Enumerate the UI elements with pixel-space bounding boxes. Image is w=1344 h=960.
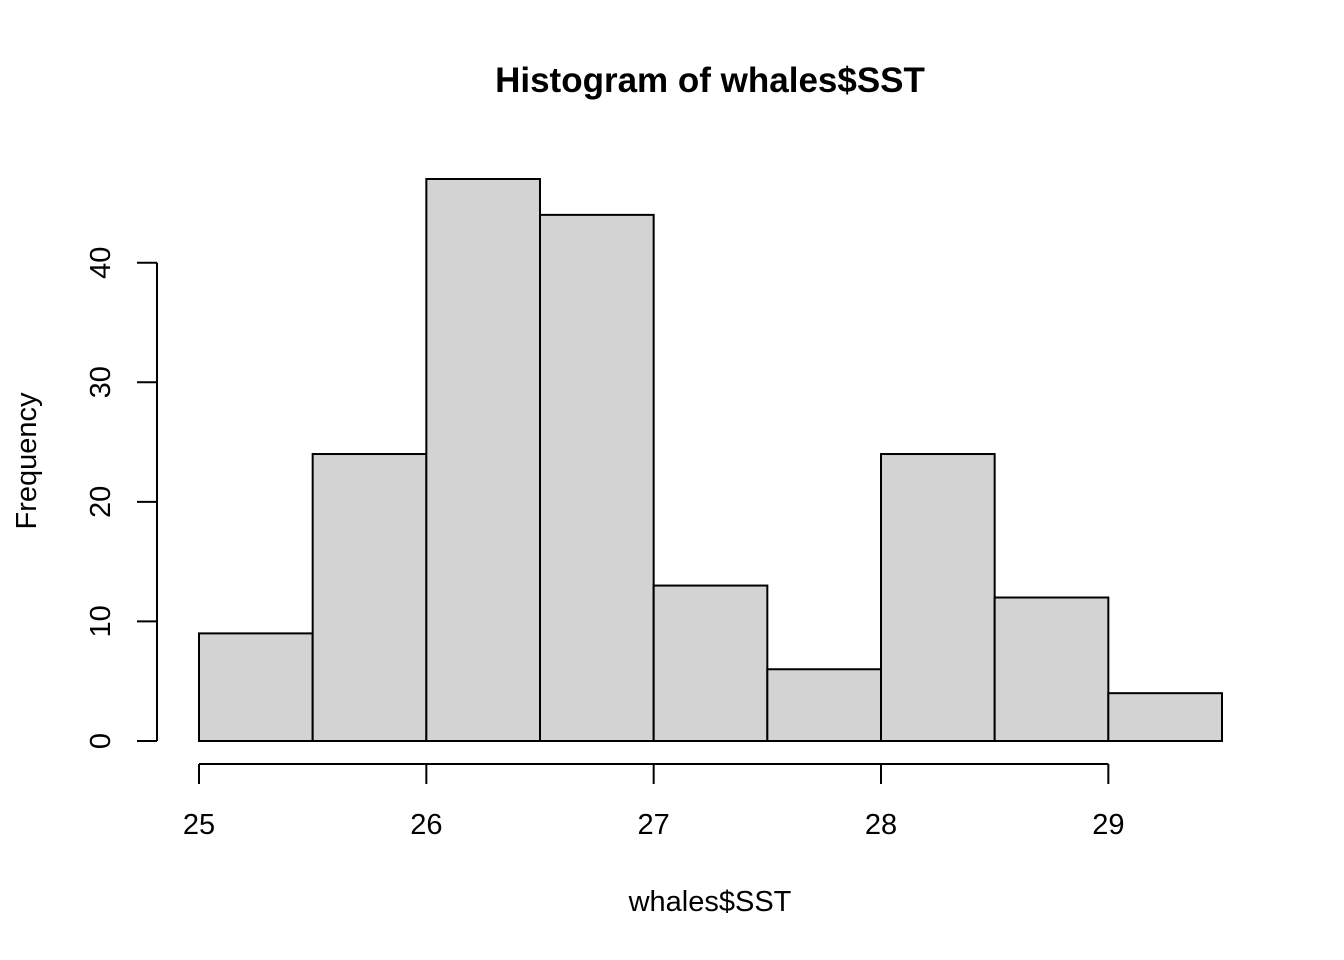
y-tick-label-40: 40	[85, 247, 117, 279]
histogram-bar-8	[1107, 692, 1224, 743]
histogram-bar-5	[766, 668, 882, 742]
y-axis: 0 10 20 30 40	[85, 247, 158, 749]
chart-title: Histogram of whales$SST	[495, 61, 925, 100]
y-tick-label-20: 20	[85, 486, 117, 518]
x-tick-label-28: 28	[865, 809, 897, 841]
y-tick-label-30: 30	[85, 366, 117, 398]
x-tick-label-26: 26	[410, 809, 442, 841]
y-axis-label: Frequency	[11, 392, 43, 530]
y-tick-label-0: 0	[85, 733, 117, 749]
y-tick-label-10: 10	[85, 605, 117, 637]
x-tick-label-25: 25	[183, 809, 215, 841]
histogram-bar-3	[539, 213, 655, 743]
histogram-bar-4	[652, 584, 769, 742]
bars-group	[198, 178, 1224, 743]
histogram-bar-2	[425, 178, 542, 742]
histogram-bar-1	[311, 453, 428, 742]
x-tick-label-29: 29	[1092, 809, 1124, 841]
x-axis-label: whales$SST	[628, 886, 792, 918]
histogram-bar-6	[880, 453, 996, 742]
x-axis: 25 26 27 28 29	[183, 763, 1124, 841]
histogram-bar-7	[993, 596, 1110, 742]
histogram-bar-0	[198, 632, 314, 743]
x-tick-label-27: 27	[638, 809, 670, 841]
